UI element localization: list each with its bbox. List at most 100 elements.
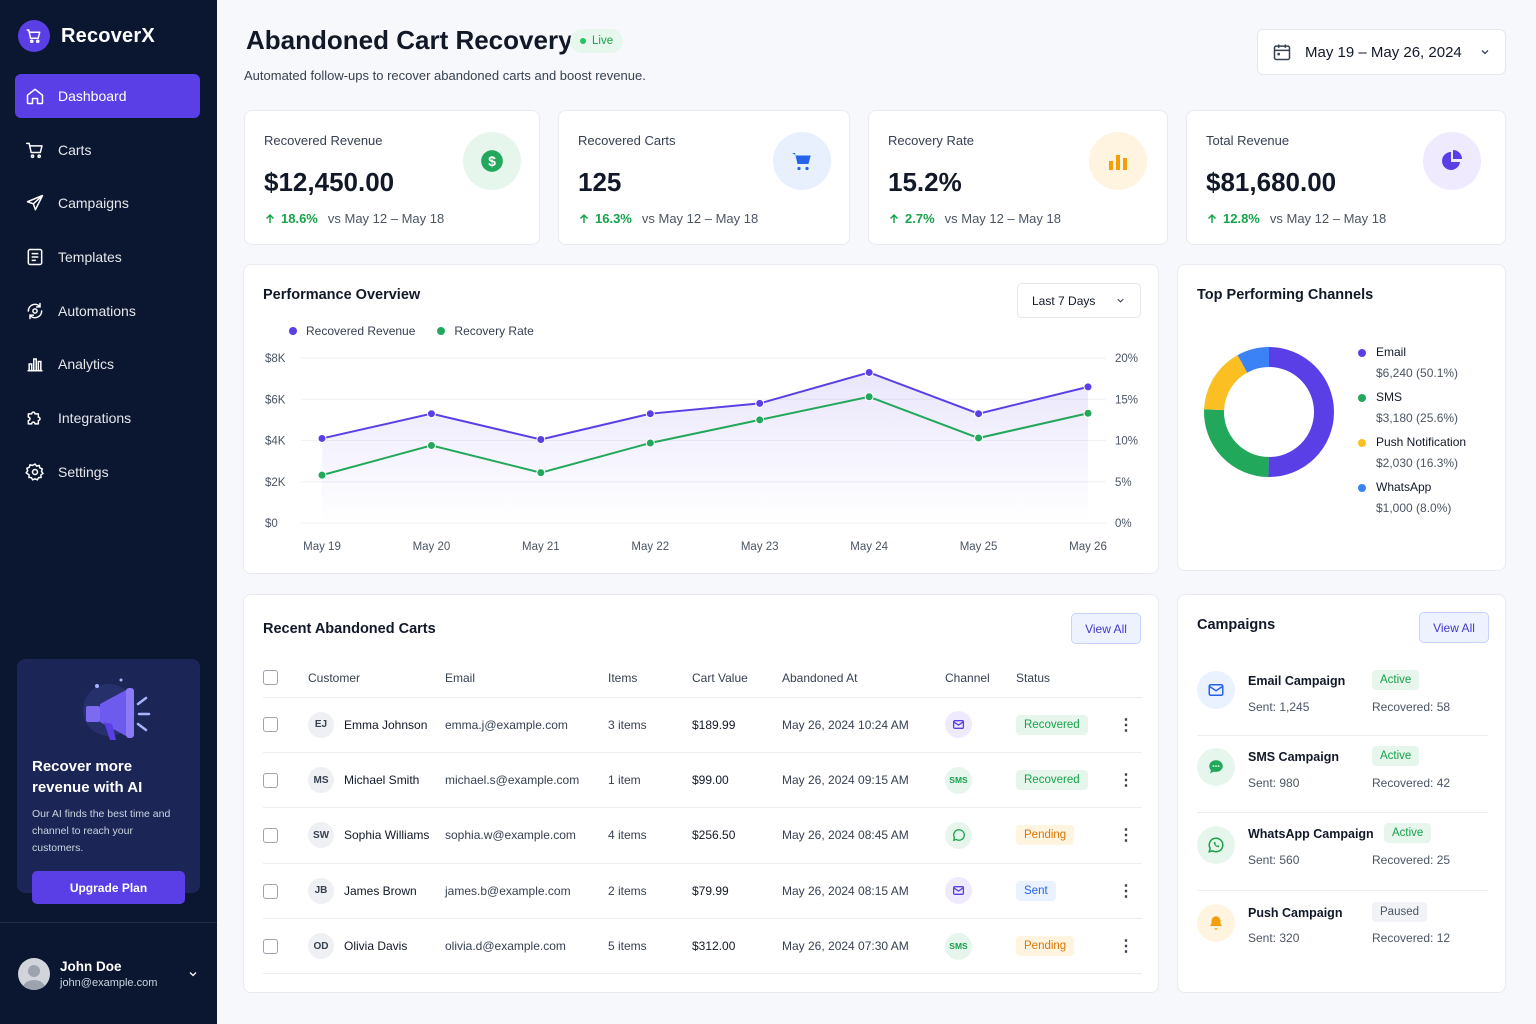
x-tick-label: May 21: [522, 541, 560, 553]
view-all-campaigns-button[interactable]: View All: [1419, 612, 1489, 643]
col-channel[interactable]: Channel: [945, 659, 1016, 698]
col-email[interactable]: Email: [445, 659, 608, 698]
chat-icon: [1197, 748, 1235, 786]
avatar: EJ: [308, 711, 334, 738]
more-options-icon[interactable]: ⋮: [1110, 697, 1142, 753]
table-row[interactable]: MS Michael Smith michael.s@example.com 1 it…: [263, 752, 1142, 809]
view-all-carts-button[interactable]: View All: [1071, 613, 1141, 644]
more-options-icon[interactable]: ⋮: [1110, 752, 1142, 809]
more-options-icon[interactable]: ⋮: [1110, 863, 1142, 920]
donut-legend-item[interactable]: Email $6,240 (50.1%): [1358, 345, 1466, 380]
kpi-value: 15.2%: [888, 167, 962, 197]
abandoned-at: May 26, 2024 08:45 AM: [782, 807, 945, 864]
y-right-tick-label: 0%: [1115, 518, 1132, 530]
donut-legend-item[interactable]: SMS $3,180 (25.6%): [1358, 390, 1466, 425]
legend-item[interactable]: Recovery Rate: [437, 324, 534, 338]
kpi-change: 12.8% vs May 12 – May 18: [1206, 211, 1386, 226]
donut-legend-item[interactable]: WhatsApp $1,000 (8.0%): [1358, 480, 1466, 515]
y-right-tick-label: 15%: [1115, 394, 1138, 406]
logo[interactable]: RecoverX: [18, 20, 155, 52]
sidebar-item-settings[interactable]: Settings: [15, 450, 200, 494]
sidebar-item-campaigns[interactable]: Campaigns: [15, 181, 200, 225]
cart-value: $79.99: [692, 863, 782, 920]
recent-carts-title: Recent Abandoned Carts: [263, 621, 436, 637]
y-left-tick-label: $6K: [265, 394, 286, 406]
kpi-title: Recovered Revenue: [264, 133, 383, 148]
performance-title: Performance Overview: [263, 287, 421, 303]
chevron-down-icon[interactable]: [187, 968, 199, 980]
campaign-recovered: Recovered: 25: [1372, 853, 1451, 867]
status-badge: Pending: [1016, 936, 1075, 957]
donut-slice[interactable]: [1237, 347, 1270, 373]
sidebar-item-integrations[interactable]: Integrations: [15, 396, 200, 440]
campaign-item-email[interactable]: Email Campaign Active Sent: 1,245 Recove…: [1197, 659, 1488, 736]
cart-items: 5 items: [608, 918, 692, 975]
campaigns-title: Campaigns: [1197, 617, 1276, 633]
campaign-sent: Sent: 560: [1248, 853, 1300, 867]
sidebar-item-automations[interactable]: Automations: [15, 289, 200, 333]
sidebar-item-templates[interactable]: Templates: [15, 235, 200, 279]
row-checkbox[interactable]: [263, 883, 278, 899]
sidebar-item-dashboard[interactable]: Dashboard: [15, 74, 200, 118]
chevron-down-icon: [1481, 50, 1489, 55]
dollar-icon: $: [463, 132, 521, 190]
row-checkbox[interactable]: [263, 772, 278, 788]
table-row[interactable]: JB James Brown james.b@example.com 2 items $…: [263, 863, 1142, 920]
sidebar-item-analytics[interactable]: Analytics: [15, 342, 200, 386]
col-items[interactable]: Items: [608, 659, 692, 698]
row-checkbox[interactable]: [263, 717, 278, 733]
cart-value: $256.50: [692, 807, 782, 864]
donut-legend-item[interactable]: Push Notification $2,030 (16.3%): [1358, 435, 1466, 470]
channel-cell: [945, 807, 1016, 864]
pie-chart-icon: [1423, 132, 1481, 190]
customer-cell: SW Sophia Williams: [308, 807, 445, 864]
col-cart-value[interactable]: Cart Value: [692, 659, 782, 698]
row-checkbox[interactable]: [263, 938, 278, 954]
more-options-icon[interactable]: ⋮: [1110, 807, 1142, 864]
x-tick-label: May 26: [1069, 541, 1107, 553]
kpi-value: $81,680.00: [1206, 167, 1337, 197]
campaign-sent: Sent: 980: [1248, 776, 1300, 790]
sidebar-item-label: Settings: [58, 463, 109, 480]
avatar: SW: [308, 822, 334, 849]
donut-slice[interactable]: [1204, 355, 1248, 411]
avatar: JB: [308, 877, 334, 904]
col-customer[interactable]: Customer: [308, 659, 445, 698]
sidebar-nav: Dashboard Carts Campaigns Templates Auto…: [15, 74, 200, 504]
kpi-title: Total Revenue: [1206, 133, 1290, 148]
abandoned-at: May 26, 2024 10:24 AM: [782, 697, 945, 753]
table-row[interactable]: EJ Emma Johnson emma.j@example.com 3 items $…: [263, 697, 1142, 753]
date-range-picker[interactable]: May 19 – May 26, 2024: [1257, 29, 1506, 75]
data-point-recovered-revenue: [1083, 382, 1093, 392]
megaphone-icon: [32, 674, 185, 744]
whatsapp-icon: [945, 821, 972, 849]
home-icon: [26, 88, 44, 105]
donut-slice[interactable]: [1268, 347, 1334, 477]
col-status[interactable]: Status: [1016, 659, 1110, 698]
data-point-recovery-rate: [974, 433, 984, 443]
user-menu[interactable]: John Doe john@example.com: [0, 922, 217, 1024]
legend-dot: [1358, 349, 1366, 357]
data-point-recovered-revenue: [864, 367, 874, 377]
legend-item[interactable]: Recovered Revenue: [289, 324, 415, 338]
campaign-item-sms[interactable]: SMS Campaign Active Sent: 980 Recovered:…: [1197, 736, 1488, 813]
user-email: john@example.com: [60, 976, 158, 989]
range-select[interactable]: Last 7 Days: [1017, 283, 1141, 318]
row-checkbox[interactable]: [263, 828, 278, 844]
status-cell: Pending: [1016, 807, 1110, 864]
select-all-checkbox[interactable]: [263, 670, 278, 686]
customer-cell: OD Olivia Davis: [308, 918, 445, 975]
table-row[interactable]: OD Olivia Davis olivia.d@example.com 5 item…: [263, 918, 1142, 975]
gear-icon: [25, 462, 44, 481]
table-row[interactable]: SW Sophia Williams sophia.w@example.com 4 i…: [263, 807, 1142, 864]
avatar: MS: [308, 767, 334, 794]
campaign-item-whatsapp[interactable]: WhatsApp Campaign Active Sent: 560 Recov…: [1197, 813, 1488, 891]
y-left-tick-label: $8K: [265, 353, 286, 365]
donut-slice[interactable]: [1204, 409, 1270, 477]
upgrade-plan-button[interactable]: Upgrade Plan: [32, 871, 185, 904]
campaign-item-push[interactable]: Push Campaign Paused Sent: 320 Recovered…: [1197, 891, 1488, 969]
sidebar-item-carts[interactable]: Carts: [15, 128, 200, 172]
col-abandoned-at[interactable]: Abandoned At: [782, 659, 945, 698]
more-options-icon[interactable]: ⋮: [1110, 918, 1142, 975]
main-content: Abandoned Cart Recovery Live Automated f…: [217, 0, 1536, 1024]
